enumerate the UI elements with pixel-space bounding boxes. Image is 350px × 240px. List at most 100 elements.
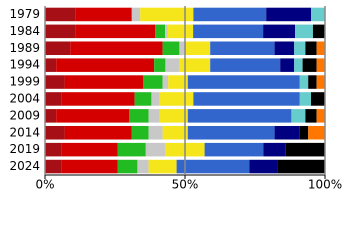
bar-segment [167,24,194,39]
y-tick-label: 1999 [9,75,40,89]
y-tick-label: 1984 [9,24,40,38]
bar-segment [187,125,275,140]
bar-segment [294,58,303,72]
y-tick-label: 1989 [9,41,40,55]
page: 1979 1984 1989 1994 1999 2004 2009 2014 2019 2024… [9,6,343,192]
bar-segment [316,75,325,89]
bar-segment [266,7,311,22]
bar-segment [176,159,250,174]
bar-segment [210,41,275,56]
bar-segment [285,142,325,157]
bar-segment [299,125,309,140]
bar-segment [145,142,166,157]
bar-segment [159,92,194,106]
bar-segment [311,92,325,106]
bar-segment [294,41,306,56]
bar-segment [299,92,311,106]
bar-segment [162,125,188,140]
bar-segment [299,75,309,89]
bar-segment [316,41,325,56]
bar-segment [302,58,317,72]
bar-segment [129,109,149,123]
bar-segment [187,75,300,89]
bar-segment [179,58,211,72]
bar-segment [45,58,57,72]
y-tick-label: 2009 [9,108,40,122]
bar-segment [295,24,313,39]
bar-segment [134,92,152,106]
bar-segment [316,109,325,123]
bar-segment [143,75,163,89]
bar-segment [45,92,62,106]
bar-segment [155,24,166,39]
bar-segment [280,58,295,72]
bar-segment [45,41,71,56]
bar-segment [193,92,300,106]
bar-segment [277,159,325,174]
bar-segment [148,109,160,123]
y-tick-label: 2014 [9,125,40,139]
bar-segment [263,24,296,39]
bar-segment [291,109,306,123]
bar-segment [148,125,163,140]
bar-segment [151,92,160,106]
chart: 1979 1984 1989 1994 1999 2004 2009 2014 2019 2024… [9,6,342,192]
bar-segment [137,159,149,174]
bar-segment [61,159,118,174]
bar-segment [168,75,188,89]
bar-segment [70,41,163,56]
y-tick-label: 1979 [9,7,40,21]
bar-segment [45,24,76,39]
bar-segment [311,7,325,22]
bar-segment [308,125,325,140]
x-tick-label: 0% [35,178,54,192]
bar-segment [162,75,169,89]
bar-segment [75,7,132,22]
bar-segment [312,24,325,39]
bar-segment [305,109,317,123]
bar-segment [45,7,76,22]
bar-segment [162,41,180,56]
bar-segment [308,75,317,89]
bar-segment [148,159,177,174]
bar-segment [140,7,194,22]
bar-segment [305,41,317,56]
bar-segment [45,109,57,123]
bar-segment [204,142,264,157]
y-tick-label: 1994 [9,58,40,72]
bar-segment [131,7,141,22]
bar-segment [193,24,264,39]
y-tick-label: 2024 [9,159,40,173]
bar-segment [159,109,188,123]
bar-segment [61,92,135,106]
bar-segment [56,109,130,123]
bar-segment [56,58,155,72]
bar-segment [263,142,286,157]
bar-segment [274,125,300,140]
bar-segment [117,159,138,174]
bar-segment [154,58,166,72]
bar-segment [187,109,292,123]
bar-segment [45,75,65,89]
bar-segment [249,159,278,174]
y-tick-label: 2019 [9,142,40,156]
bar-segment [131,125,149,140]
bar-segment [64,125,132,140]
bar-segment [117,142,146,157]
bar-segment [45,142,62,157]
bar-segment [274,41,295,56]
bar-segment [179,41,185,56]
x-tick-label: 100% [308,178,342,192]
y-tick-label: 2004 [9,91,40,105]
bar-segment [64,75,143,89]
x-tick-label: 50% [172,178,199,192]
bar-segment [316,58,325,72]
bar-segment [61,142,118,157]
bar-segment [185,41,211,56]
bar-segment [193,7,267,22]
bar-segment [75,24,156,39]
bar-segment [210,58,281,72]
bar-segment [165,24,168,39]
bar-segment [45,159,62,174]
bar-segment [165,58,180,72]
